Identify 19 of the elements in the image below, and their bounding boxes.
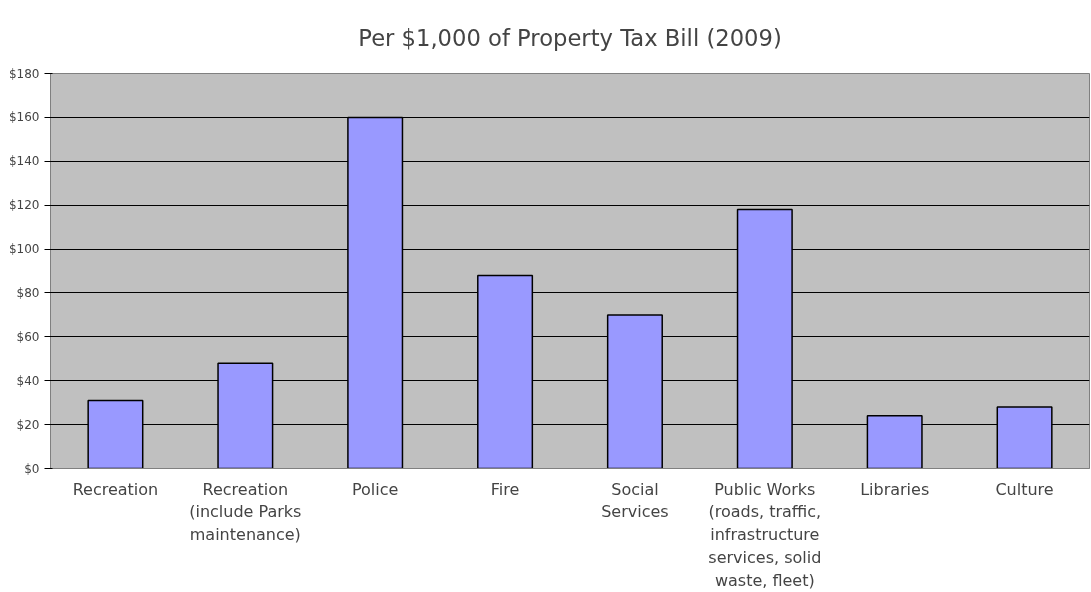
x-tick-label: Recreation (72, 479, 159, 499)
y-tick-label: $0 (24, 461, 40, 476)
chart-title: Per $1,000 of Property Tax Bill (2009) (358, 25, 782, 51)
x-tick-label: Libraries (860, 479, 930, 499)
y-tick-label: $120 (8, 198, 40, 213)
y-tick-label: $80 (16, 285, 40, 300)
x-tick-label: Police (351, 479, 399, 499)
x-tick-label: Fire (490, 479, 520, 499)
x-tick-label: Culture (995, 479, 1054, 499)
y-tick-label: $160 (8, 110, 40, 125)
x-tick-label: Recreation (include Parks maintenance) (189, 479, 302, 545)
x-tick-label: Public Works (roads, traffic, infrastructure services, solid waste, fleet) (708, 479, 822, 590)
y-tick-label: $180 (8, 66, 40, 81)
y-tick-label: $60 (16, 329, 40, 344)
x-tick-label: Social Services (601, 479, 669, 522)
y-tick-label: $140 (8, 154, 40, 169)
y-tick-label: $40 (16, 373, 40, 388)
y-tick-label: $100 (8, 242, 40, 257)
y-tick-label: $20 (16, 417, 40, 432)
